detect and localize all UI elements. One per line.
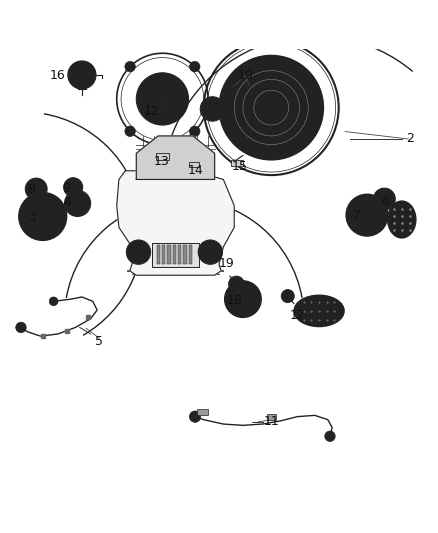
FancyBboxPatch shape — [184, 245, 187, 264]
Circle shape — [125, 61, 135, 72]
Circle shape — [374, 188, 395, 210]
FancyBboxPatch shape — [162, 245, 166, 264]
Circle shape — [64, 190, 91, 216]
Text: 11: 11 — [263, 415, 279, 429]
FancyBboxPatch shape — [197, 409, 208, 415]
Circle shape — [19, 192, 67, 240]
Circle shape — [125, 126, 135, 136]
Circle shape — [219, 55, 323, 160]
Circle shape — [131, 244, 146, 260]
Text: 8: 8 — [27, 182, 35, 196]
Text: 2: 2 — [406, 133, 414, 146]
Circle shape — [31, 204, 55, 229]
Circle shape — [64, 177, 83, 197]
Circle shape — [49, 297, 58, 305]
Text: 18: 18 — [226, 294, 242, 307]
Text: 4: 4 — [64, 196, 71, 208]
Text: 17: 17 — [290, 309, 305, 322]
Circle shape — [229, 276, 244, 292]
FancyBboxPatch shape — [167, 245, 171, 264]
Circle shape — [25, 178, 47, 200]
Circle shape — [325, 431, 335, 441]
Text: 13: 13 — [154, 155, 170, 168]
Text: 12: 12 — [144, 104, 159, 118]
FancyBboxPatch shape — [188, 161, 199, 167]
Text: 9: 9 — [62, 182, 70, 195]
FancyBboxPatch shape — [157, 245, 160, 264]
Text: 6: 6 — [381, 195, 389, 208]
FancyBboxPatch shape — [189, 245, 192, 264]
Text: 15: 15 — [232, 160, 248, 173]
Text: 3: 3 — [28, 211, 36, 224]
FancyBboxPatch shape — [152, 243, 199, 266]
Circle shape — [16, 322, 26, 333]
Circle shape — [189, 411, 201, 422]
Circle shape — [190, 126, 200, 136]
Circle shape — [68, 61, 96, 89]
Text: 5: 5 — [95, 335, 103, 348]
FancyBboxPatch shape — [231, 160, 244, 166]
Text: 10: 10 — [237, 69, 253, 82]
Circle shape — [357, 206, 377, 225]
FancyBboxPatch shape — [267, 414, 276, 419]
Text: 1: 1 — [143, 104, 151, 117]
Text: 7: 7 — [353, 208, 361, 222]
Circle shape — [235, 292, 251, 307]
Polygon shape — [136, 136, 215, 180]
Circle shape — [198, 240, 223, 264]
Circle shape — [202, 244, 218, 260]
Circle shape — [200, 97, 225, 121]
Circle shape — [136, 73, 188, 125]
Circle shape — [281, 289, 294, 303]
Circle shape — [225, 281, 261, 318]
Ellipse shape — [388, 201, 416, 238]
Text: 14: 14 — [187, 164, 203, 177]
FancyBboxPatch shape — [156, 154, 169, 160]
FancyBboxPatch shape — [173, 245, 176, 264]
Circle shape — [190, 61, 200, 72]
Ellipse shape — [294, 295, 344, 327]
Text: 16: 16 — [49, 69, 65, 82]
FancyBboxPatch shape — [178, 245, 181, 264]
Circle shape — [346, 194, 388, 236]
Polygon shape — [117, 171, 234, 275]
Text: 19: 19 — [219, 256, 235, 270]
Circle shape — [77, 70, 87, 80]
Circle shape — [126, 240, 151, 264]
